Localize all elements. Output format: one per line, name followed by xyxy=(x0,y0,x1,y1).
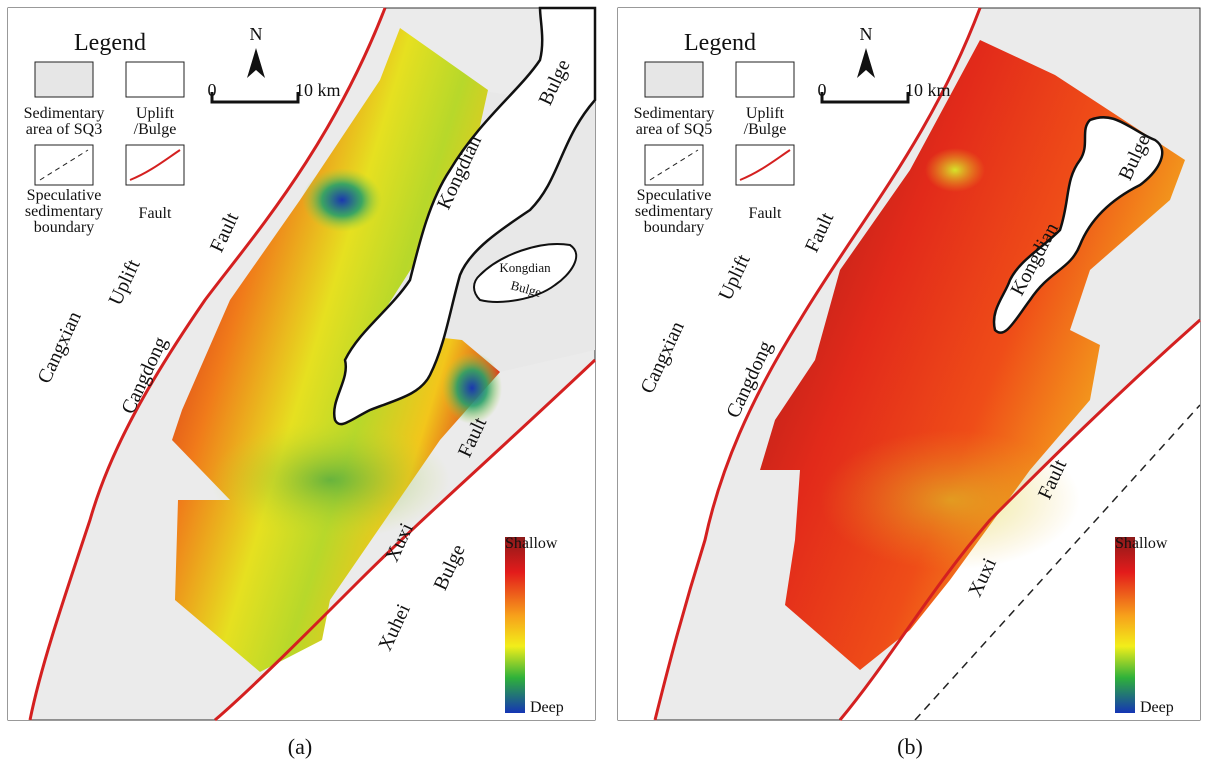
shallow-area xyxy=(210,420,450,540)
colorbar-top: Shallow xyxy=(1115,535,1168,552)
legend-swatch xyxy=(35,62,93,97)
colorbar-bottom: Deep xyxy=(1140,699,1174,716)
deep-area xyxy=(302,168,382,232)
scale-end: 10 km xyxy=(905,80,951,100)
legend-label: Fault xyxy=(139,205,172,222)
legend-label: Uplift xyxy=(136,105,175,122)
legend-title: Legend xyxy=(684,30,756,56)
legend-label: sedimentary xyxy=(25,203,103,220)
scale-start: 0 xyxy=(818,80,827,100)
north-label: N xyxy=(250,24,263,44)
scale-end: 10 km xyxy=(295,80,341,100)
colorbar-bottom: Deep xyxy=(530,699,564,716)
legend-label: /Bulge xyxy=(744,121,787,138)
figure: LegendSedimentaryarea of SQ3Uplift/Bulge… xyxy=(0,0,1205,766)
legend-label: area of SQ5 xyxy=(636,121,712,138)
legend-label: /Bulge xyxy=(134,121,177,138)
shallow-area xyxy=(820,430,1080,570)
shallow-area xyxy=(925,148,985,192)
north-label: N xyxy=(860,24,873,44)
legend-label: boundary xyxy=(644,219,704,236)
legend-label: Sedimentary xyxy=(634,105,715,122)
colorbar xyxy=(1115,537,1135,713)
panel-caption: (a) xyxy=(288,734,312,759)
legend-label: Speculative xyxy=(637,187,712,204)
legend-swatch xyxy=(645,62,703,97)
legend-label: Sedimentary xyxy=(24,105,105,122)
colorbar xyxy=(505,537,525,713)
scale-start: 0 xyxy=(208,80,217,100)
legend-label: Uplift xyxy=(746,105,785,122)
legend-swatch xyxy=(126,62,184,97)
deep-area xyxy=(442,352,502,424)
legend-title: Legend xyxy=(74,30,146,56)
legend-label: boundary xyxy=(34,219,94,236)
legend-label: Speculative xyxy=(27,187,102,204)
colorbar-top: Shallow xyxy=(505,535,558,552)
legend-label: area of SQ3 xyxy=(26,121,102,138)
legend-swatch xyxy=(736,62,794,97)
map-label: Kongdian xyxy=(499,260,551,275)
legend-label: Fault xyxy=(749,205,782,222)
legend-label: sedimentary xyxy=(635,203,713,220)
panel-caption: (b) xyxy=(897,734,923,759)
